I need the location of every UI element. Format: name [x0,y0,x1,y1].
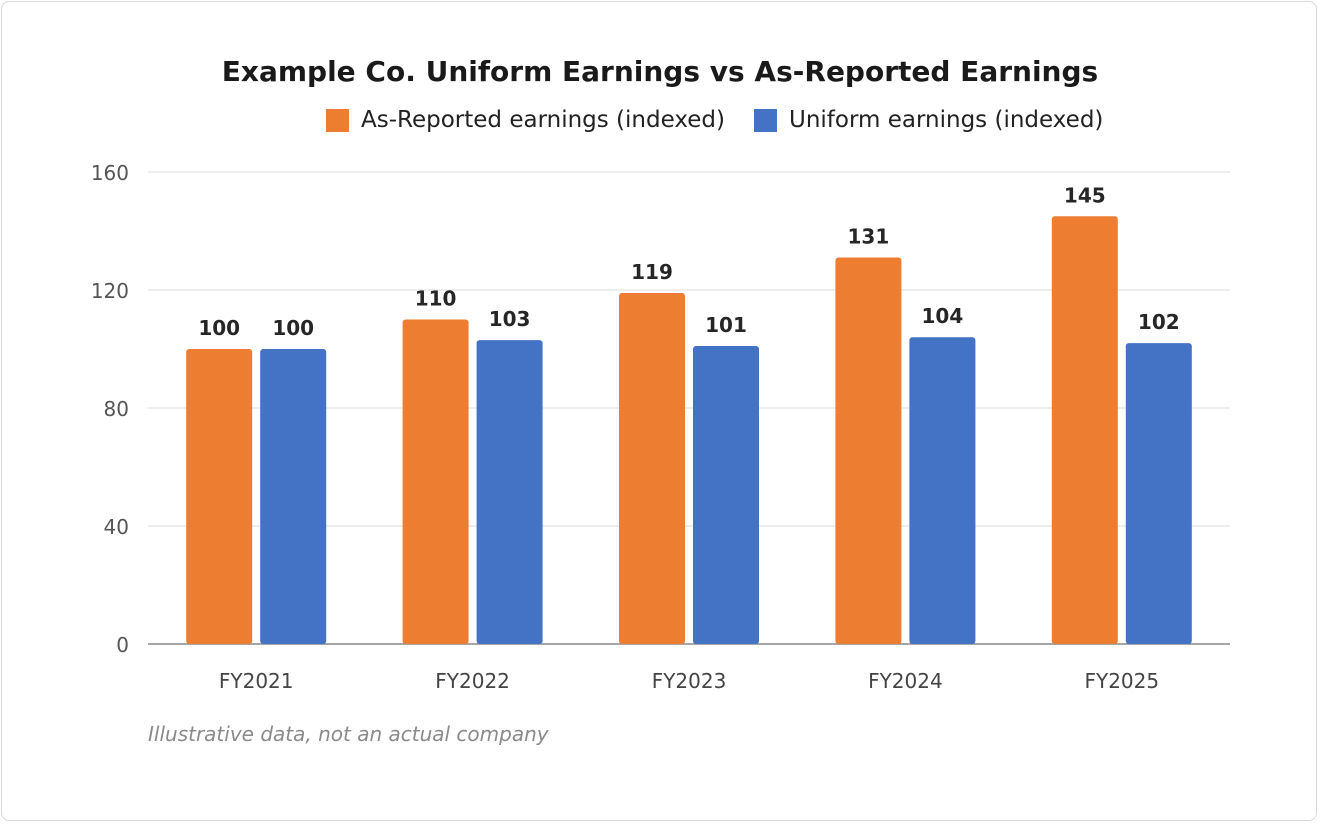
bar-as-reported [619,292,685,644]
y-tick-label: 160 [91,161,129,185]
data-label: 100 [272,316,314,340]
legend-swatch-as-reported [326,108,349,132]
y-tick-label: 120 [91,279,129,303]
data-label: 104 [922,304,964,328]
x-tick-label: FY2022 [435,669,510,693]
bar-uniform [693,346,759,644]
legend-item-as-reported: As-Reported earnings (indexed) [326,105,725,135]
bar-uniform [909,337,976,644]
data-label: 103 [489,307,531,331]
x-tick-label: FY2024 [868,669,943,693]
legend-label-as-reported: As-Reported earnings (indexed) [361,107,725,133]
chart-title: Example Co. Uniform Earnings vs As-Repor… [221,55,1099,88]
data-label: 110 [415,287,457,311]
chart-legend: As-Reported earnings (indexed) Uniform e… [0,105,1320,135]
bar-uniform [1125,343,1192,644]
y-tick-label: 0 [116,633,129,657]
bar-as-reported [186,349,253,644]
y-tick-label: 40 [104,515,129,539]
bar-as-reported [835,257,902,644]
data-label: 100 [198,316,240,340]
x-tick-label: FY2025 [1084,669,1159,693]
data-label: 101 [705,313,747,337]
footnote: Illustrative data, not an actual company [148,722,549,746]
bar-uniform [260,349,327,644]
bar-as-reported [1051,216,1118,644]
legend-swatch-uniform [754,108,777,132]
legend-label-uniform: Uniform earnings (indexed) [789,107,1104,133]
data-label: 102 [1138,310,1180,334]
data-label: 145 [1064,183,1106,207]
bar-uniform [476,340,543,644]
legend-item-uniform: Uniform earnings (indexed) [754,105,1103,135]
data-label: 131 [848,225,890,249]
x-tick-label: FY2023 [652,669,727,693]
y-tick-label: 80 [104,397,129,421]
x-tick-label: FY2021 [219,669,294,693]
data-label: 119 [631,260,673,284]
bar-as-reported [402,319,469,644]
